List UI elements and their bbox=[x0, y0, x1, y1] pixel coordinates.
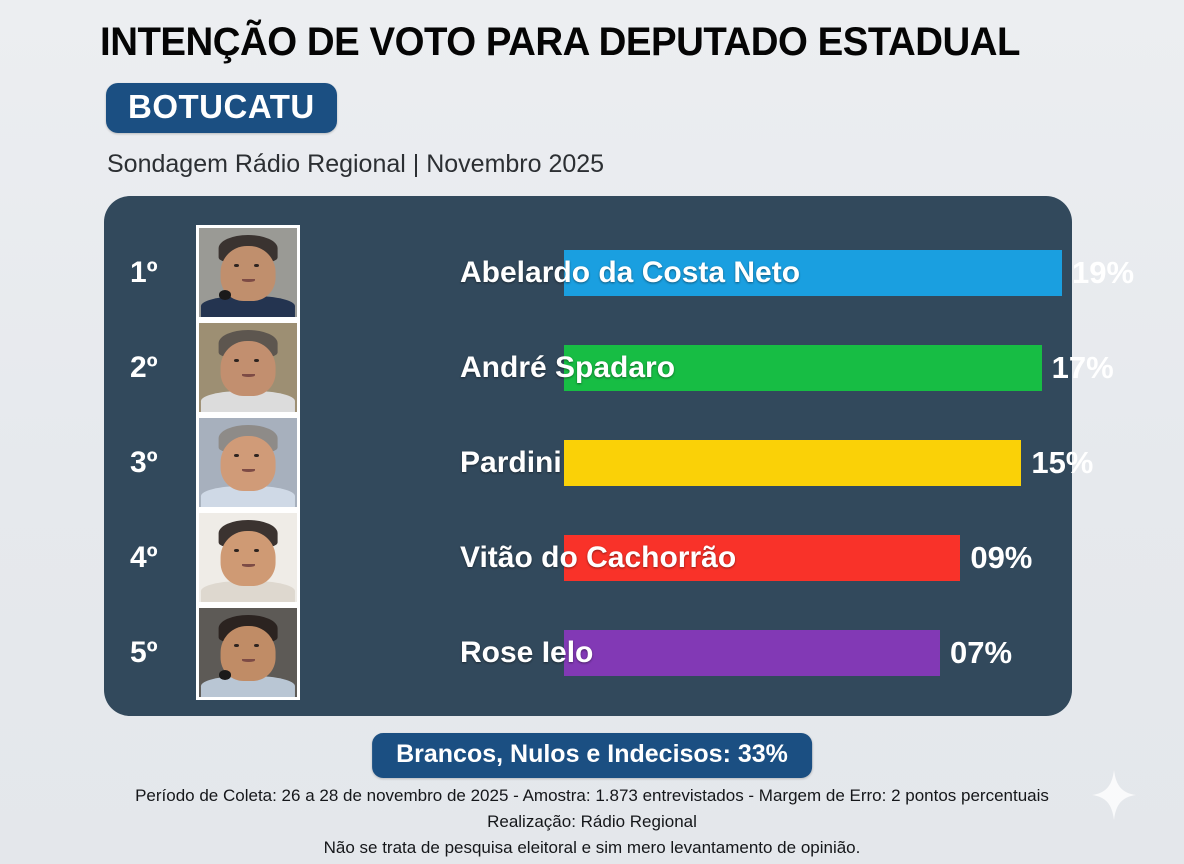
bar-track: Rose Ielo 07% bbox=[460, 629, 1064, 676]
bar-track: Vitão do Cachorrão 09% bbox=[460, 534, 1064, 581]
subtitle: Sondagem Rádio Regional | Novembro 2025 bbox=[107, 150, 605, 178]
results-rows: 1º Abelardo da Costa Neto 19% 2º André Spada… bbox=[104, 196, 1134, 716]
rank-label: 1º bbox=[130, 255, 158, 289]
result-bar bbox=[564, 534, 961, 581]
result-bar bbox=[564, 249, 1062, 296]
candidate-photo bbox=[196, 510, 300, 605]
result-bar bbox=[564, 344, 1042, 391]
results-panel: 1º Abelardo da Costa Neto 19% 2º André Spada… bbox=[104, 196, 1134, 716]
candidate-photo bbox=[196, 320, 300, 415]
candidate-name: Abelardo da Costa Neto bbox=[460, 255, 801, 289]
percentage-label: 09% bbox=[970, 539, 1033, 575]
rank-label: 3º bbox=[130, 445, 158, 479]
footer: Período de Coleta: 26 a 28 de novembro d… bbox=[0, 783, 1184, 861]
footer-line-methodology: Período de Coleta: 26 a 28 de novembro d… bbox=[135, 786, 1049, 805]
rank-label: 2º bbox=[130, 350, 158, 384]
footer-line-disclaimer: Não se trata de pesquisa eleitoral e sim… bbox=[323, 838, 861, 857]
candidate-name: Pardini bbox=[460, 445, 562, 479]
result-row: 1º Abelardo da Costa Neto 19% bbox=[104, 225, 1134, 320]
bar-track: Abelardo da Costa Neto 19% bbox=[460, 249, 1134, 296]
percentage-label: 17% bbox=[1051, 349, 1114, 385]
candidate-photo bbox=[196, 605, 300, 700]
page-title: INTENÇÃO DE VOTO PARA DEPUTADO ESTADUAL bbox=[100, 20, 1020, 64]
rank-label: 4º bbox=[130, 540, 158, 574]
undecided-badge: Brancos, Nulos e Indecisos: 33% bbox=[372, 733, 812, 778]
candidate-name: Vitão do Cachorrão bbox=[460, 540, 737, 574]
candidate-name: Rose Ielo bbox=[460, 635, 594, 669]
percentage-label: 19% bbox=[1072, 254, 1135, 290]
result-row: 3º Pardini 15% bbox=[104, 415, 1093, 510]
percentage-label: 07% bbox=[950, 634, 1013, 670]
percentage-label: 15% bbox=[1031, 444, 1094, 480]
result-bar bbox=[564, 629, 940, 676]
city-badge: BOTUCATU bbox=[106, 83, 337, 133]
sparkle-icon bbox=[1092, 770, 1136, 820]
candidate-photo bbox=[196, 225, 300, 320]
result-row: 5º Rose Ielo 07% bbox=[104, 605, 1072, 700]
rank-label: 5º bbox=[130, 635, 158, 669]
candidate-name: André Spadaro bbox=[460, 350, 676, 384]
bar-track: Pardini 15% bbox=[460, 439, 1093, 486]
result-row: 4º Vitão do Cachorrão 09% bbox=[104, 510, 1072, 605]
result-bar bbox=[564, 439, 1022, 486]
candidate-photo bbox=[196, 415, 300, 510]
result-row: 2º André Spadaro 17% bbox=[104, 320, 1114, 415]
bar-track: André Spadaro 17% bbox=[460, 344, 1114, 391]
footer-line-realization: Realização: Rádio Regional bbox=[487, 812, 697, 831]
